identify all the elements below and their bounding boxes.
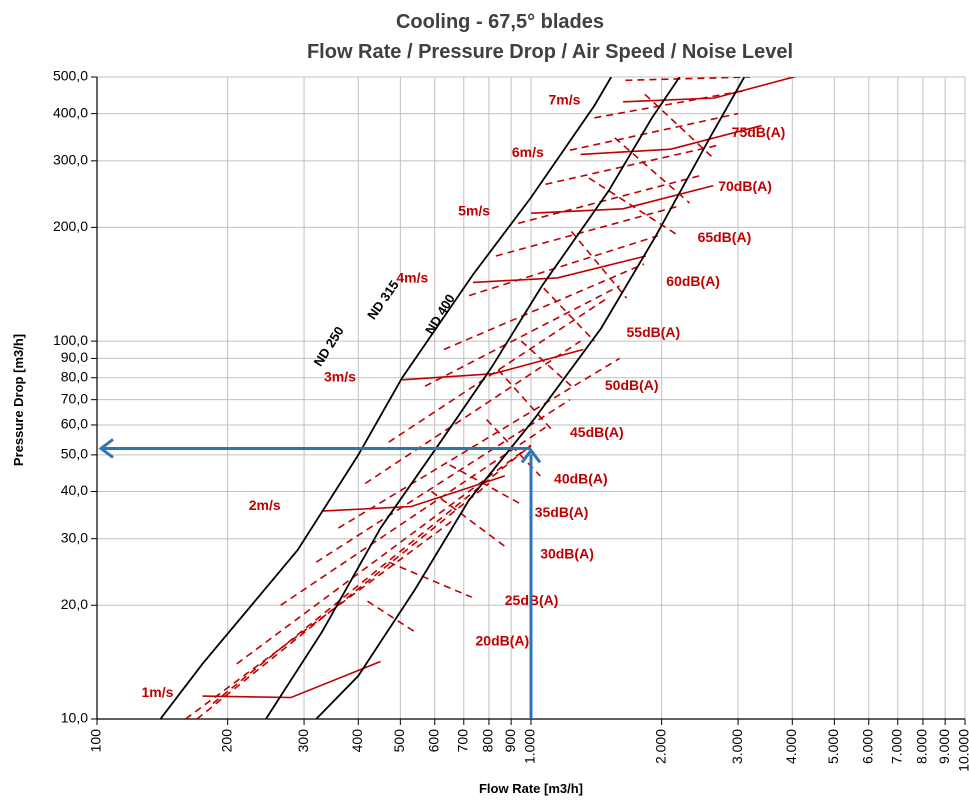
x-tick-label: 8.000 xyxy=(914,729,930,764)
x-tick-label: 400 xyxy=(349,729,365,753)
y-tick-label: 200,0 xyxy=(53,218,88,234)
y-tick-label: 50,0 xyxy=(61,446,88,462)
speed-line xyxy=(530,184,714,214)
grid xyxy=(91,76,966,725)
speed-dashed-line xyxy=(196,482,490,719)
speed-label: 5m/s xyxy=(458,202,490,218)
y-tick-label: 300,0 xyxy=(53,152,88,168)
nd-curve xyxy=(159,77,612,719)
speed-dashed-line xyxy=(315,399,571,563)
x-tick-label: 9.000 xyxy=(936,729,952,764)
noise-label: 60dB(A) xyxy=(666,273,720,289)
x-tick-label: 600 xyxy=(425,729,441,753)
y-tick-label: 80,0 xyxy=(61,368,88,384)
noise-dashed-line xyxy=(543,287,595,342)
y-tick-label: 90,0 xyxy=(61,349,88,365)
speed-dashed-line xyxy=(236,444,532,665)
noise-dashed-line xyxy=(497,369,553,432)
example-vertical-arrowhead xyxy=(520,447,542,464)
x-tick-label: 3.000 xyxy=(729,729,745,764)
noise-dashed-line xyxy=(644,93,714,159)
y-tick-label: 500,0 xyxy=(53,68,88,84)
speed-label: 7m/s xyxy=(549,92,581,108)
noise-label: 30dB(A) xyxy=(540,545,594,561)
x-tick-label: 7.000 xyxy=(888,729,904,764)
speed-dashed-line xyxy=(545,144,719,186)
speed-label: 4m/s xyxy=(396,270,428,286)
x-tick-label: 2.000 xyxy=(652,729,668,764)
x-tick-label: 200 xyxy=(218,729,234,753)
noise-dashed-line xyxy=(570,230,628,299)
x-tick-label: 5.000 xyxy=(825,729,841,764)
x-tick-label: 900 xyxy=(502,729,518,753)
nd-curve-label: ND 250 xyxy=(310,324,346,369)
x-tick-label: 1.000 xyxy=(522,729,538,764)
speed-line xyxy=(202,660,381,699)
x-axis-label: Flow Rate [m3/h] xyxy=(479,781,583,796)
speed-line xyxy=(580,124,762,156)
x-tick-label: 4.000 xyxy=(783,729,799,764)
y-tick-label: 60,0 xyxy=(61,416,88,432)
noise-label: 55dB(A) xyxy=(627,324,681,340)
noise-dashed-line xyxy=(388,561,473,598)
x-tick-label: 800 xyxy=(480,729,496,753)
nd-curve xyxy=(315,77,746,719)
example-horizontal-arrowhead xyxy=(98,438,114,459)
noise-dashed-line xyxy=(367,600,416,633)
speed-dashed-line xyxy=(388,297,608,443)
noise-label: 40dB(A) xyxy=(554,470,608,486)
x-tick-label: 10.000 xyxy=(956,729,969,772)
speed-label: 6m/s xyxy=(512,144,544,160)
speed-dashed-line xyxy=(495,205,680,257)
x-tick-label: 100 xyxy=(88,729,104,753)
speed-label: 3m/s xyxy=(324,368,356,384)
plot-series xyxy=(159,77,797,719)
noise-dashed-line xyxy=(449,464,522,506)
y-tick-label: 100,0 xyxy=(53,332,88,348)
x-tick-label: 300 xyxy=(295,729,311,753)
speed-dashed-line xyxy=(185,519,454,719)
y-tick-label: 20,0 xyxy=(61,596,88,612)
noise-label: 50dB(A) xyxy=(605,377,659,393)
nd-curve xyxy=(265,77,681,719)
noise-label: 45dB(A) xyxy=(570,424,624,440)
x-tick-label: 700 xyxy=(454,729,470,753)
noise-dashed-line xyxy=(431,490,507,548)
noise-dashed-line xyxy=(614,137,691,204)
speed-line xyxy=(402,348,584,381)
speed-line xyxy=(623,77,797,103)
noise-dashed-line xyxy=(588,177,680,237)
speed-dashed-line xyxy=(594,89,745,119)
speed-line xyxy=(321,475,506,512)
y-axis-label: Pressure Drop [m3/h] xyxy=(11,334,26,466)
speed-dashed-line xyxy=(468,235,659,297)
noise-label: 75dB(A) xyxy=(732,124,786,140)
speed-dashed-line xyxy=(518,174,703,225)
noise-label: 35dB(A) xyxy=(535,504,589,520)
nd-curve-label: ND 400 xyxy=(422,291,458,336)
chart-title: Cooling - 67,5° blades xyxy=(396,11,604,33)
noise-label: 65dB(A) xyxy=(698,229,752,245)
y-tick-label: 10,0 xyxy=(61,710,88,726)
x-tick-label: 6.000 xyxy=(859,729,875,764)
noise-label: 20dB(A) xyxy=(476,633,530,649)
y-tick-label: 40,0 xyxy=(61,482,88,498)
speed-label: 1m/s xyxy=(142,684,174,700)
noise-label: 70dB(A) xyxy=(718,178,772,194)
chart-subtitle: Flow Rate / Pressure Drop / Air Speed / … xyxy=(307,41,793,63)
speed-dashed-line xyxy=(337,357,621,529)
y-tick-label: 400,0 xyxy=(53,104,88,120)
speed-line xyxy=(472,255,647,284)
speed-dashed-line xyxy=(424,285,620,387)
speed-label: 2m/s xyxy=(249,497,281,513)
y-tick-label: 70,0 xyxy=(61,390,88,406)
speed-dashed-line xyxy=(625,77,751,82)
speed-dashed-line xyxy=(569,112,739,151)
x-tick-label: 500 xyxy=(391,729,407,753)
y-tick-label: 30,0 xyxy=(61,529,88,545)
tick-labels: 100 200 300 400 500 600 700 800 900 1.000 2.000 3.0… xyxy=(53,68,969,772)
